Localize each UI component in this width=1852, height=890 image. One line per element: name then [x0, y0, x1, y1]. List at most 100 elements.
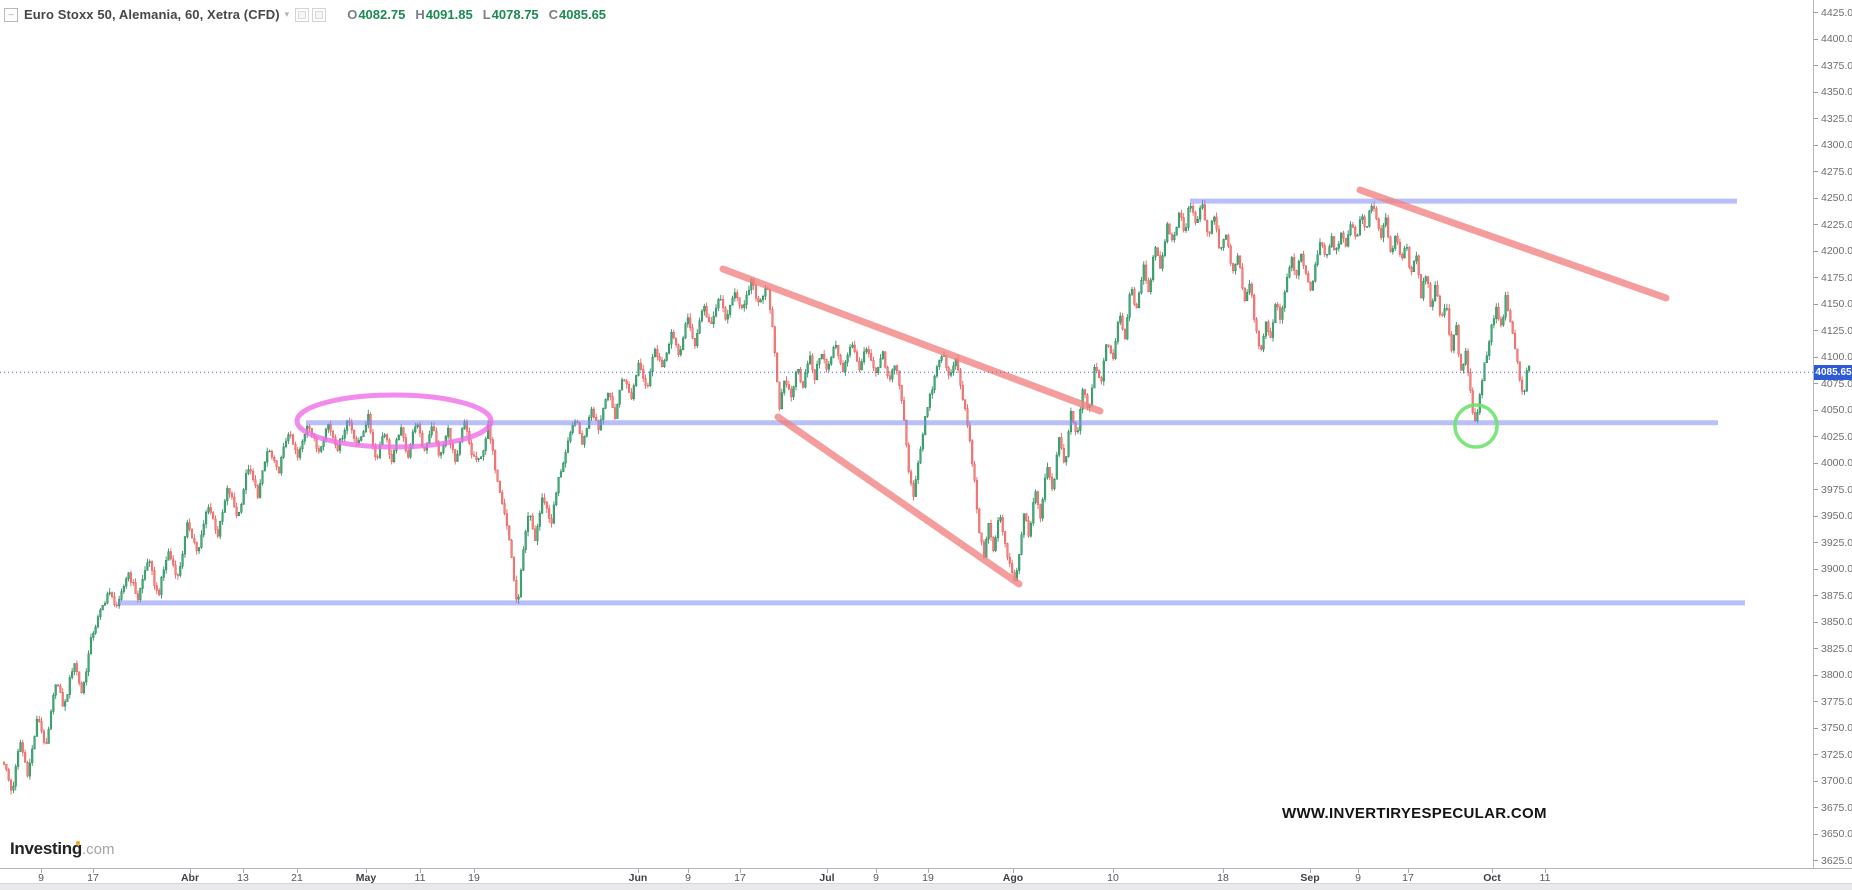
candle-body — [552, 504, 555, 524]
candle-body — [186, 522, 189, 537]
candle-body — [907, 444, 910, 472]
candle-body — [226, 488, 229, 502]
candle-body — [1083, 389, 1087, 395]
candle-body — [604, 399, 607, 409]
candle-body — [529, 515, 532, 517]
candle-body — [684, 323, 687, 339]
candle-body — [1100, 377, 1103, 382]
candle-body — [1217, 228, 1220, 248]
site-watermark: WWW.INVERTIRYESPECULAR.COM — [1282, 805, 1547, 822]
price-tick — [1814, 860, 1818, 861]
symbol-title[interactable]: Euro Stoxx 50, Alemania, 60, Xetra (CFD) — [24, 7, 280, 22]
price-label: 3925.00 — [1821, 536, 1852, 549]
candle-body — [959, 369, 962, 386]
time-label: 13 — [237, 872, 249, 884]
candle-body — [24, 752, 27, 763]
candle-body — [94, 626, 97, 634]
candle-body — [710, 321, 713, 324]
candle-body — [435, 430, 438, 443]
candle-body — [42, 730, 45, 743]
candle-body — [1022, 513, 1025, 535]
candle-body — [691, 327, 694, 339]
candle-body — [1194, 212, 1197, 223]
candle-body — [320, 446, 323, 452]
series-settings-icon[interactable] — [312, 7, 327, 22]
candle-body — [1210, 220, 1213, 234]
time-axis[interactable]: 9 17 Abr 13 21 May 11 19 Jun 9 17 Jul 9 19 Ago 10 18 Sep 9… — [0, 868, 1852, 884]
price-label: 4025.00 — [1821, 430, 1852, 443]
time-tick — [93, 869, 94, 873]
time-label: 10 — [1107, 872, 1119, 884]
candle-body — [1192, 206, 1195, 213]
candle-body — [1448, 308, 1451, 335]
candle-body — [769, 289, 772, 310]
candle-body — [1521, 379, 1524, 392]
candle-body — [590, 408, 593, 418]
time-label: 19 — [468, 872, 480, 884]
chevron-down-icon[interactable]: ▾ — [284, 9, 290, 19]
candle-body — [1053, 479, 1056, 490]
candle-body — [689, 317, 692, 328]
price-label: 3975.00 — [1821, 483, 1852, 496]
candle-body — [527, 516, 530, 532]
consolidation-ellipse[interactable] — [294, 392, 494, 450]
time-label: 11 — [1539, 872, 1551, 884]
candle-body — [1039, 504, 1042, 519]
candle-body — [557, 477, 560, 494]
candle-body — [292, 434, 295, 445]
candle-body — [1156, 247, 1159, 256]
candle-body — [1264, 321, 1267, 337]
candle-body — [40, 721, 43, 732]
candle-body — [1036, 491, 1040, 505]
candle-body — [686, 317, 689, 325]
candle-body — [1401, 254, 1404, 259]
candle-body — [289, 434, 292, 436]
candle-body — [96, 616, 100, 628]
candle-body — [609, 392, 612, 397]
descending-trendline-july[interactable] — [774, 413, 1023, 588]
candle-body — [670, 332, 673, 345]
candle-body — [456, 453, 459, 462]
descending-trendline-june[interactable] — [719, 265, 1104, 415]
candle-body — [458, 441, 461, 455]
descending-trendline-september[interactable] — [1356, 186, 1670, 302]
candle-body — [719, 299, 722, 301]
candle-body — [1112, 352, 1115, 359]
candle-body — [813, 369, 816, 380]
candle-body — [1330, 236, 1333, 247]
candle-body — [698, 320, 701, 334]
candle-body — [188, 522, 191, 530]
candle-body — [839, 355, 842, 364]
price-tick — [1814, 171, 1818, 172]
candle-body — [1464, 350, 1467, 365]
candle-body — [973, 463, 976, 481]
price-axis[interactable]: 4085.65 4425.00 4400.00 4375.00 4350.00 4325… — [1813, 0, 1852, 868]
candle-body — [820, 354, 823, 359]
time-label: 17 — [1402, 872, 1414, 884]
candle-body — [115, 604, 118, 607]
bottom-strip — [0, 883, 1852, 890]
candle-body — [1523, 390, 1526, 393]
candle-body — [1351, 224, 1354, 228]
candle-body — [879, 358, 882, 368]
support-retest-circle[interactable] — [1453, 403, 1499, 449]
candle-body — [928, 394, 931, 408]
candle-body — [308, 425, 311, 429]
high-value: 4091.85 — [425, 7, 473, 22]
hide-series-icon[interactable] — [295, 7, 310, 22]
price-tick — [1814, 383, 1818, 384]
candle-body — [82, 682, 85, 694]
candle-body — [381, 436, 384, 446]
candle-body — [980, 532, 983, 543]
candle-body — [1102, 360, 1105, 382]
time-tick — [638, 869, 639, 873]
price-tick — [1814, 250, 1818, 252]
candle-body — [275, 460, 278, 468]
candle-body — [672, 332, 675, 339]
candle-body — [1518, 361, 1521, 381]
collapse-legend-icon[interactable]: – — [4, 7, 18, 22]
candle-body — [1382, 225, 1385, 238]
candle-body — [1469, 372, 1472, 391]
price-tick — [1814, 595, 1818, 596]
